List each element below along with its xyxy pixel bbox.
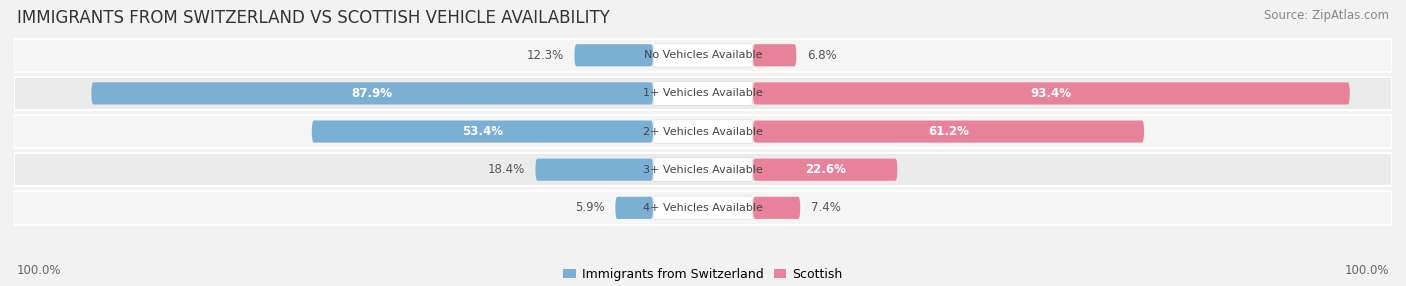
FancyBboxPatch shape	[754, 197, 800, 219]
Text: 6.8%: 6.8%	[807, 49, 837, 62]
Text: 53.4%: 53.4%	[463, 125, 503, 138]
Text: 100.0%: 100.0%	[17, 265, 62, 277]
Text: 7.4%: 7.4%	[811, 201, 841, 214]
FancyBboxPatch shape	[14, 191, 1392, 225]
Text: 5.9%: 5.9%	[575, 201, 605, 214]
FancyBboxPatch shape	[536, 159, 652, 181]
FancyBboxPatch shape	[652, 158, 754, 182]
Legend: Immigrants from Switzerland, Scottish: Immigrants from Switzerland, Scottish	[564, 268, 842, 281]
Text: 61.2%: 61.2%	[928, 125, 969, 138]
FancyBboxPatch shape	[652, 82, 754, 105]
FancyBboxPatch shape	[91, 82, 652, 104]
Text: 93.4%: 93.4%	[1031, 87, 1071, 100]
FancyBboxPatch shape	[754, 44, 796, 66]
FancyBboxPatch shape	[652, 120, 754, 143]
FancyBboxPatch shape	[14, 77, 1392, 110]
Text: 100.0%: 100.0%	[1344, 265, 1389, 277]
Text: 1+ Vehicles Available: 1+ Vehicles Available	[643, 88, 763, 98]
Text: 2+ Vehicles Available: 2+ Vehicles Available	[643, 127, 763, 136]
FancyBboxPatch shape	[754, 159, 897, 181]
FancyBboxPatch shape	[616, 197, 652, 219]
Text: 87.9%: 87.9%	[352, 87, 392, 100]
FancyBboxPatch shape	[754, 82, 1350, 104]
FancyBboxPatch shape	[652, 196, 754, 220]
FancyBboxPatch shape	[754, 120, 1144, 143]
Text: No Vehicles Available: No Vehicles Available	[644, 50, 762, 60]
Text: IMMIGRANTS FROM SWITZERLAND VS SCOTTISH VEHICLE AVAILABILITY: IMMIGRANTS FROM SWITZERLAND VS SCOTTISH …	[17, 9, 610, 27]
Text: 18.4%: 18.4%	[488, 163, 526, 176]
FancyBboxPatch shape	[14, 153, 1392, 186]
FancyBboxPatch shape	[312, 120, 652, 143]
FancyBboxPatch shape	[652, 43, 754, 67]
Text: 22.6%: 22.6%	[804, 163, 845, 176]
FancyBboxPatch shape	[14, 39, 1392, 72]
Text: 12.3%: 12.3%	[527, 49, 564, 62]
FancyBboxPatch shape	[575, 44, 652, 66]
Text: 4+ Vehicles Available: 4+ Vehicles Available	[643, 203, 763, 213]
Text: 3+ Vehicles Available: 3+ Vehicles Available	[643, 165, 763, 175]
FancyBboxPatch shape	[14, 115, 1392, 148]
Text: Source: ZipAtlas.com: Source: ZipAtlas.com	[1264, 9, 1389, 21]
